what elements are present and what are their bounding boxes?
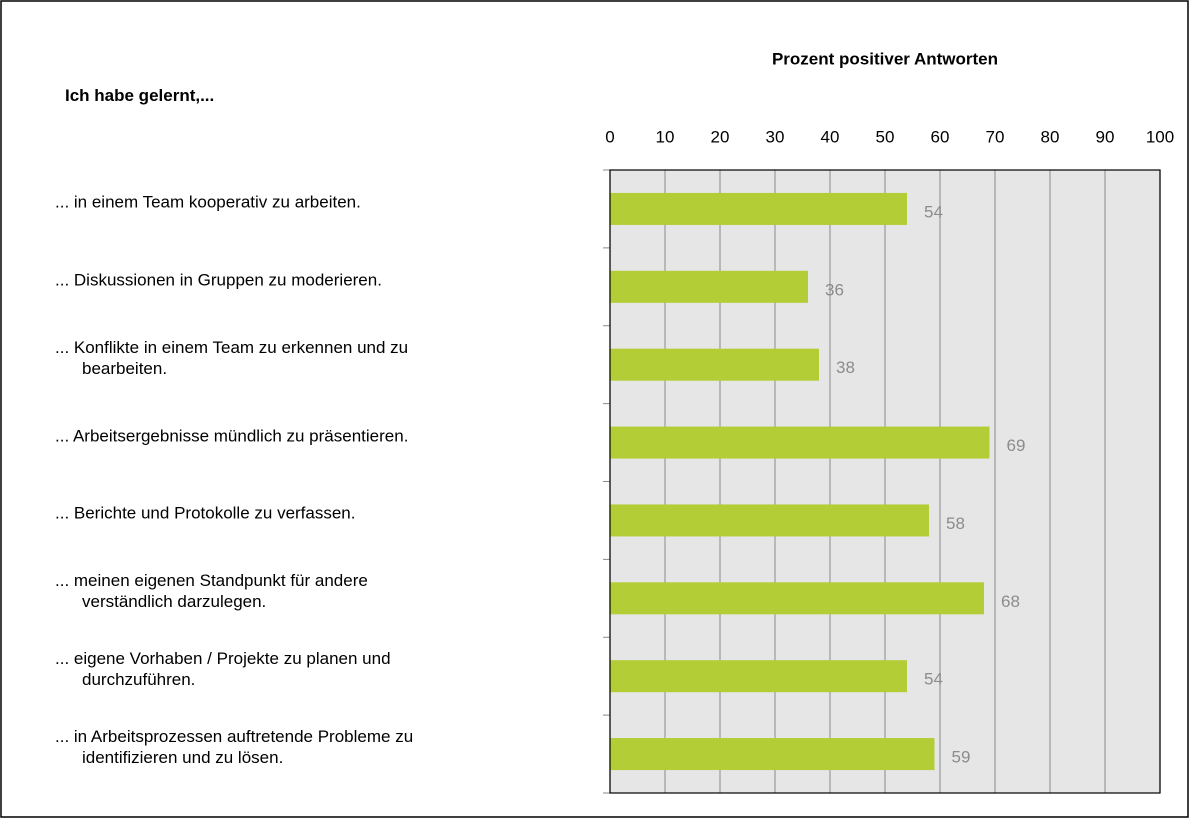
x-tick-label: 40 <box>821 127 840 146</box>
bar <box>610 192 907 225</box>
category-label: ... Diskussionen in Gruppen zu moderiere… <box>55 270 382 290</box>
value-label: 69 <box>1007 436 1026 455</box>
bar <box>610 504 929 537</box>
value-label: 38 <box>836 358 855 377</box>
category-label: ... Arbeitsergebnisse mündlich zu präsen… <box>55 426 409 446</box>
x-tick-label: 0 <box>605 127 614 146</box>
x-tick-label: 60 <box>931 127 950 146</box>
x-tick-label: 90 <box>1096 127 1115 146</box>
category-label: ... Berichte und Protokolle zu verfassen… <box>55 503 356 523</box>
category-label: ... Konflikte in einem Team zu erkennen … <box>55 337 409 378</box>
x-tick-label: 100 <box>1146 127 1174 146</box>
value-label: 68 <box>1001 592 1020 611</box>
bar <box>610 582 984 615</box>
plot-border <box>609 169 1161 794</box>
bar <box>610 348 819 381</box>
category-label: ... in Arbeitsprozessen auftretende Prob… <box>55 727 414 768</box>
y-axis-label: Ich habe gelernt,... <box>65 86 215 105</box>
x-tick-label: 80 <box>1041 127 1060 146</box>
category-label: ... eigene Vorhaben / Projekte zu planen… <box>55 649 391 690</box>
bar <box>610 270 808 303</box>
value-label: 36 <box>825 280 844 299</box>
x-tick-label: 30 <box>766 127 785 146</box>
x-tick-label: 20 <box>711 127 730 146</box>
x-tick-label: 10 <box>656 127 675 146</box>
bar <box>610 660 907 693</box>
category-label: ... in einem Team kooperativ zu arbeiten… <box>55 192 361 212</box>
value-label: 58 <box>946 514 965 533</box>
bar <box>610 426 990 459</box>
x-tick-label: 50 <box>876 127 895 146</box>
value-label: 54 <box>924 202 943 221</box>
x-tick-label: 70 <box>986 127 1005 146</box>
category-label: ... meinen eigenen Standpunkt für andere… <box>55 571 368 612</box>
value-label: 59 <box>952 748 971 767</box>
bar <box>610 738 935 771</box>
chart-title: Prozent positiver Antworten <box>772 49 998 68</box>
value-label: 54 <box>924 670 943 689</box>
